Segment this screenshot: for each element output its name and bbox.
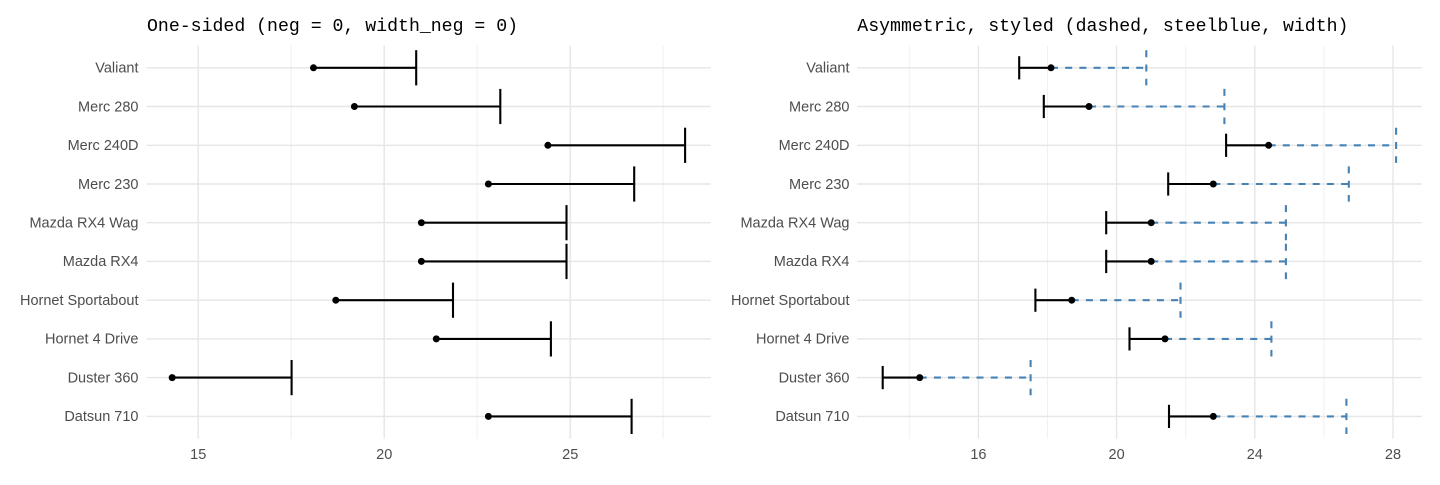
svg-text:One-sided (neg = 0, width_neg: One-sided (neg = 0, width_neg = 0) [147,17,518,37]
svg-text:Duster 360: Duster 360 [68,370,139,386]
svg-text:Hornet Sportabout: Hornet Sportabout [20,293,139,309]
svg-text:Merc 230: Merc 230 [78,177,138,193]
svg-text:Hornet 4 Drive: Hornet 4 Drive [756,332,849,348]
svg-text:Mazda RX4 Wag: Mazda RX4 Wag [740,216,849,232]
svg-text:Merc 280: Merc 280 [789,99,849,115]
svg-text:16: 16 [970,447,986,463]
svg-text:20: 20 [1109,447,1125,463]
svg-text:Mazda RX4: Mazda RX4 [63,254,139,270]
svg-text:Mazda RX4: Mazda RX4 [774,254,850,270]
svg-text:Merc 240D: Merc 240D [779,138,850,154]
svg-text:Mazda RX4 Wag: Mazda RX4 Wag [29,216,138,232]
svg-text:20: 20 [376,447,392,463]
svg-text:Asymmetric, styled (dashed, st: Asymmetric, styled (dashed, steelblue, w… [857,17,1348,37]
svg-text:Merc 230: Merc 230 [789,177,849,193]
svg-text:Datsun 710: Datsun 710 [64,409,138,425]
svg-text:Hornet 4 Drive: Hornet 4 Drive [45,332,138,348]
svg-text:Valiant: Valiant [95,61,138,77]
svg-text:Merc 240D: Merc 240D [68,138,139,154]
svg-text:15: 15 [190,447,206,463]
svg-text:Duster 360: Duster 360 [779,370,850,386]
svg-text:25: 25 [562,447,578,463]
svg-text:Merc 280: Merc 280 [78,99,138,115]
svg-text:Valiant: Valiant [806,61,849,77]
svg-text:Datsun 710: Datsun 710 [775,409,849,425]
svg-text:24: 24 [1247,447,1263,463]
svg-text:Hornet Sportabout: Hornet Sportabout [731,293,850,309]
svg-text:28: 28 [1385,447,1401,463]
